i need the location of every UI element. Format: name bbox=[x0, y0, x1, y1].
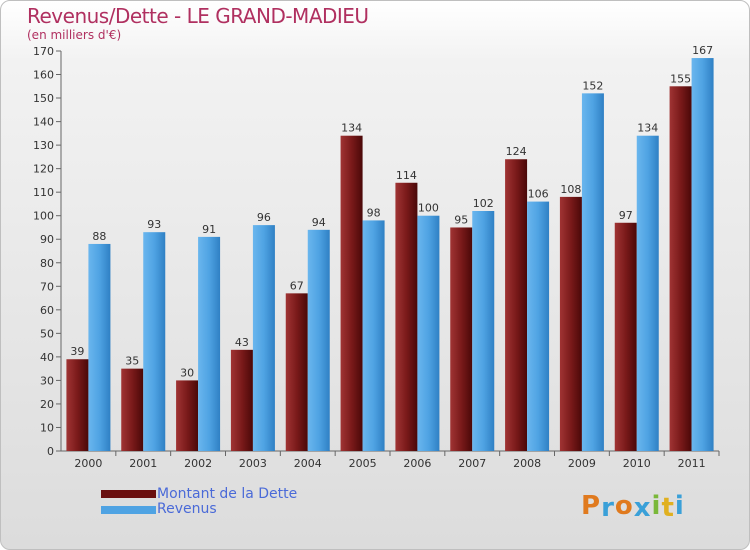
y-tick-label: 80 bbox=[40, 257, 54, 270]
x-tick-label: 2008 bbox=[513, 457, 541, 470]
data-label-debt: 97 bbox=[619, 209, 633, 222]
bar-revenue bbox=[362, 220, 385, 451]
data-label-debt: 35 bbox=[125, 355, 139, 368]
y-tick-label: 20 bbox=[40, 398, 54, 411]
y-tick-label: 0 bbox=[47, 445, 54, 458]
logo-letter: o bbox=[614, 491, 634, 521]
y-tick-label: 70 bbox=[40, 280, 54, 293]
bar-revenue bbox=[198, 236, 221, 451]
logo-letter: i bbox=[674, 491, 685, 521]
data-label-debt: 108 bbox=[560, 183, 581, 196]
bar-debt bbox=[176, 380, 199, 451]
y-tick-label: 150 bbox=[33, 92, 54, 105]
logo-letter: i bbox=[651, 491, 662, 521]
bar-revenue bbox=[636, 135, 659, 452]
proxiti-logo: Proxiti bbox=[581, 491, 685, 523]
x-tick-label: 2010 bbox=[623, 457, 651, 470]
data-label-debt: 43 bbox=[235, 336, 249, 349]
y-tick-label: 170 bbox=[33, 45, 54, 58]
x-tick-label: 2000 bbox=[74, 457, 102, 470]
data-label-debt: 155 bbox=[670, 72, 691, 85]
data-label-debt: 114 bbox=[396, 169, 417, 182]
x-tick-label: 2011 bbox=[678, 457, 706, 470]
bar-debt bbox=[121, 368, 144, 451]
data-label-debt: 95 bbox=[454, 213, 468, 226]
legend-label-debt: Montant de la Dette bbox=[157, 486, 298, 502]
x-tick-label: 2001 bbox=[129, 457, 157, 470]
bar-debt bbox=[230, 349, 253, 451]
bar-debt bbox=[505, 159, 528, 451]
bar-revenue bbox=[417, 215, 440, 451]
x-tick-label: 2005 bbox=[349, 457, 377, 470]
x-tick-label: 2006 bbox=[403, 457, 431, 470]
bar-debt bbox=[669, 86, 692, 451]
logo-letter: x bbox=[633, 493, 652, 523]
data-label-revenue: 134 bbox=[637, 122, 658, 135]
data-label-revenue: 167 bbox=[692, 44, 713, 57]
data-label-revenue: 93 bbox=[147, 218, 161, 231]
y-tick-label: 100 bbox=[33, 210, 54, 223]
data-label-debt: 30 bbox=[180, 366, 194, 379]
data-label-debt: 39 bbox=[70, 345, 84, 358]
x-tick-label: 2003 bbox=[239, 457, 267, 470]
bar-debt bbox=[559, 196, 582, 451]
y-tick-label: 90 bbox=[40, 233, 54, 246]
data-label-debt: 124 bbox=[506, 145, 527, 158]
bar-revenue bbox=[472, 211, 495, 451]
bar-revenue bbox=[581, 93, 604, 452]
logo-letter: P bbox=[581, 491, 602, 521]
y-tick-label: 10 bbox=[40, 421, 54, 434]
x-tick-label: 2009 bbox=[568, 457, 596, 470]
y-tick-label: 50 bbox=[40, 327, 54, 340]
data-label-revenue: 100 bbox=[418, 202, 439, 215]
data-label-revenue: 94 bbox=[312, 216, 326, 229]
bar-debt bbox=[66, 359, 89, 451]
legend-swatch-debt bbox=[101, 490, 156, 498]
bar-revenue bbox=[143, 232, 166, 451]
data-label-revenue: 152 bbox=[582, 79, 603, 92]
bar-debt bbox=[340, 135, 363, 452]
bar-revenue bbox=[88, 243, 111, 451]
logo-letter: r bbox=[601, 493, 615, 523]
x-tick-label: 2007 bbox=[458, 457, 486, 470]
y-tick-label: 60 bbox=[40, 304, 54, 317]
bar-revenue bbox=[252, 225, 275, 451]
bar-debt bbox=[614, 222, 637, 451]
y-tick-label: 40 bbox=[40, 351, 54, 364]
data-label-revenue: 98 bbox=[367, 206, 381, 219]
legend-label-revenue: Revenus bbox=[157, 501, 217, 517]
chart-title: Revenus/Dette - LE GRAND-MADIEU bbox=[27, 4, 369, 28]
data-label-revenue: 88 bbox=[92, 230, 106, 243]
data-label-revenue: 91 bbox=[202, 223, 216, 236]
bar-revenue bbox=[527, 201, 550, 451]
y-tick-label: 130 bbox=[33, 139, 54, 152]
y-tick-label: 30 bbox=[40, 374, 54, 387]
data-label-revenue: 102 bbox=[473, 197, 494, 210]
bar-debt bbox=[285, 293, 308, 451]
data-label-debt: 67 bbox=[290, 279, 304, 292]
logo-letter: t bbox=[661, 493, 675, 523]
x-tick-label: 2002 bbox=[184, 457, 212, 470]
bar-revenue bbox=[307, 229, 330, 451]
y-tick-label: 140 bbox=[33, 116, 54, 129]
chart-subtitle: (en milliers d'€) bbox=[27, 28, 122, 42]
y-tick-label: 160 bbox=[33, 69, 54, 82]
y-tick-label: 120 bbox=[33, 163, 54, 176]
x-tick-label: 2004 bbox=[294, 457, 322, 470]
data-label-revenue: 96 bbox=[257, 211, 271, 224]
data-label-debt: 134 bbox=[341, 122, 362, 135]
bar-debt bbox=[450, 227, 473, 451]
y-tick-label: 110 bbox=[33, 186, 54, 199]
bar-revenue bbox=[691, 58, 714, 451]
data-label-revenue: 106 bbox=[528, 188, 549, 201]
bar-debt bbox=[395, 182, 418, 451]
legend-swatch-revenue bbox=[101, 506, 156, 514]
